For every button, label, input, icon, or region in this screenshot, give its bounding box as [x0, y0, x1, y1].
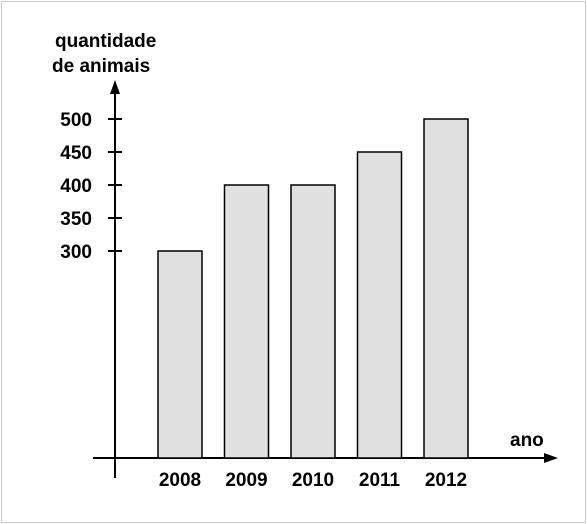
y-tick-label: 500: [60, 110, 92, 131]
y-axis-label-line1: quantidade: [55, 31, 156, 52]
x-tick-labels: 2008 2009 2010 2011 2012: [159, 470, 467, 491]
x-tick-label: 2010: [292, 470, 334, 491]
bar-2010: [290, 184, 336, 459]
x-tick-label: 2011: [359, 470, 401, 491]
x-tick-label: 2008: [159, 470, 201, 491]
y-tick-label: 450: [60, 143, 92, 164]
y-tick-label: 400: [60, 176, 92, 197]
bar-2012: [423, 118, 469, 459]
y-axis-label-line2: de animais: [52, 56, 150, 77]
x-tick-label: 2009: [225, 470, 267, 491]
x-axis-arrow: [544, 453, 558, 463]
x-tick-label: 2012: [425, 470, 467, 491]
y-tick-label: 350: [60, 209, 92, 230]
bar-2009: [223, 184, 270, 459]
bar-2008: [157, 250, 203, 459]
y-tick-label: 300: [60, 242, 92, 263]
y-axis-arrow: [110, 80, 120, 94]
y-ticks: 300 350 400 450 500: [60, 110, 122, 263]
bars: [157, 118, 469, 459]
bar-2011: [356, 151, 403, 459]
x-axis-label: ano: [510, 430, 544, 451]
